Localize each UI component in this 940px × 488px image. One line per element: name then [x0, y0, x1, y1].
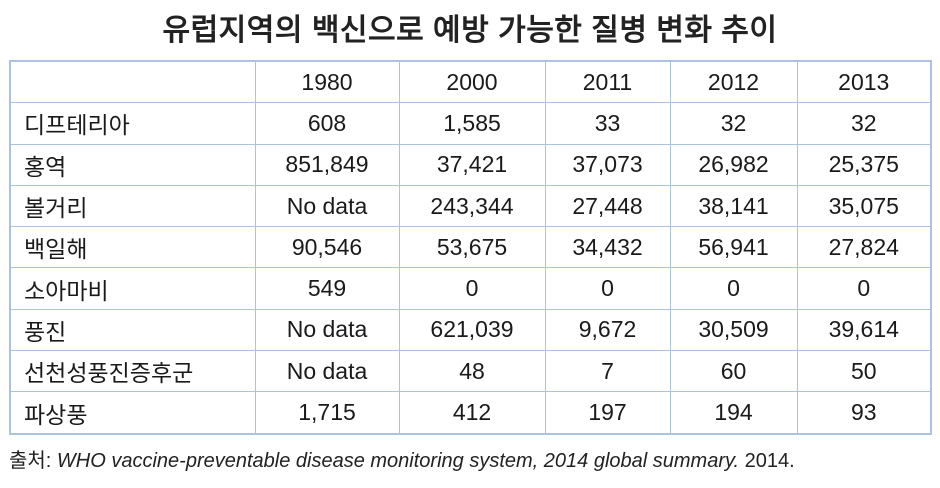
value-cell: 851,849 — [254, 143, 400, 186]
value-cell: 243,344 — [398, 184, 546, 228]
value-cell: 48 — [398, 350, 546, 393]
value-cell: 194 — [669, 391, 798, 435]
value-cell: 32 — [796, 102, 932, 145]
value-cell: 0 — [398, 267, 546, 310]
source-prefix: 출처: — [9, 449, 57, 472]
value-cell: 30,509 — [669, 308, 798, 352]
table-row-rubella: 풍진 No data 621,039 9,672 30,509 39,614 — [9, 308, 932, 352]
row-label-cell: 파상풍 — [9, 391, 256, 435]
header-row: 1980 2000 2011 2012 2013 — [9, 60, 932, 104]
value-cell: 0 — [669, 267, 798, 310]
value-cell: 39,614 — [796, 308, 932, 352]
value-cell: 32 — [669, 102, 798, 145]
column-header-2011: 2011 — [544, 60, 671, 104]
column-header-empty — [9, 60, 256, 104]
value-cell: 53,675 — [398, 226, 546, 269]
value-cell: 0 — [544, 267, 671, 310]
row-label-cell: 소아마비 — [9, 267, 256, 310]
value-cell: 608 — [254, 102, 400, 145]
value-cell: 27,448 — [544, 184, 671, 228]
value-cell: 56,941 — [669, 226, 798, 269]
table-row-measles: 홍역 851,849 37,421 37,073 26,982 25,375 — [9, 143, 932, 186]
value-cell: No data — [254, 308, 400, 352]
table-title: 유럽지역의 백신으로 예방 가능한 질병 변화 추이 — [162, 14, 778, 47]
value-cell: 33 — [544, 102, 671, 145]
value-cell: 7 — [544, 350, 671, 393]
value-cell: 9,672 — [544, 308, 671, 352]
value-cell: 0 — [796, 267, 932, 310]
value-cell: 26,982 — [669, 143, 798, 186]
value-cell: 1,585 — [398, 102, 546, 145]
row-label-cell: 디프테리아 — [9, 102, 256, 145]
value-cell: No data — [254, 350, 400, 393]
value-cell: 34,432 — [544, 226, 671, 269]
value-cell: 621,039 — [398, 308, 546, 352]
value-cell: 35,075 — [796, 184, 932, 228]
table-row-diphtheria: 디프테리아 608 1,585 33 32 32 — [9, 102, 932, 145]
value-cell: 37,073 — [544, 143, 671, 186]
row-label-cell: 풍진 — [9, 308, 256, 352]
row-label-cell: 홍역 — [9, 143, 256, 186]
value-cell: 37,421 — [398, 143, 546, 186]
column-header-2000: 2000 — [398, 60, 546, 104]
column-header-2012: 2012 — [669, 60, 798, 104]
value-cell: 50 — [796, 350, 932, 393]
table-row-polio: 소아마비 549 0 0 0 0 — [9, 267, 932, 310]
row-label-cell: 선천성풍진증후군 — [9, 350, 256, 393]
value-cell: 27,824 — [796, 226, 932, 269]
value-cell: 549 — [254, 267, 400, 310]
value-cell: 93 — [796, 391, 932, 435]
column-header-2013: 2013 — [796, 60, 932, 104]
table-row-congenital-rubella-syndrome: 선천성풍진증후군 No data 48 7 60 50 — [9, 350, 932, 393]
disease-table: 1980 2000 2011 2012 2013 디프테리아 608 1,585… — [9, 60, 932, 435]
value-cell: 90,546 — [254, 226, 400, 269]
row-label-cell: 백일해 — [9, 226, 256, 269]
table-row-pertussis: 백일해 90,546 53,675 34,432 56,941 27,824 — [9, 226, 932, 269]
value-cell: 25,375 — [796, 143, 932, 186]
source-citation: 출처: WHO vaccine-preventable disease moni… — [9, 444, 940, 473]
source-citation-text: WHO vaccine-preventable disease monitori… — [56, 449, 740, 472]
value-cell: 1,715 — [254, 391, 400, 435]
table-row-mumps: 볼거리 No data 243,344 27,448 38,141 35,075 — [9, 184, 932, 228]
column-header-1980: 1980 — [254, 60, 400, 104]
row-label-cell: 볼거리 — [9, 184, 256, 228]
value-cell: 60 — [669, 350, 798, 393]
table-row-tetanus: 파상풍 1,715 412 197 194 93 — [9, 391, 932, 435]
source-year: 2014. — [739, 449, 795, 472]
value-cell: 197 — [544, 391, 671, 435]
value-cell: 412 — [398, 391, 546, 435]
value-cell: 38,141 — [669, 184, 798, 228]
value-cell: No data — [254, 184, 400, 228]
